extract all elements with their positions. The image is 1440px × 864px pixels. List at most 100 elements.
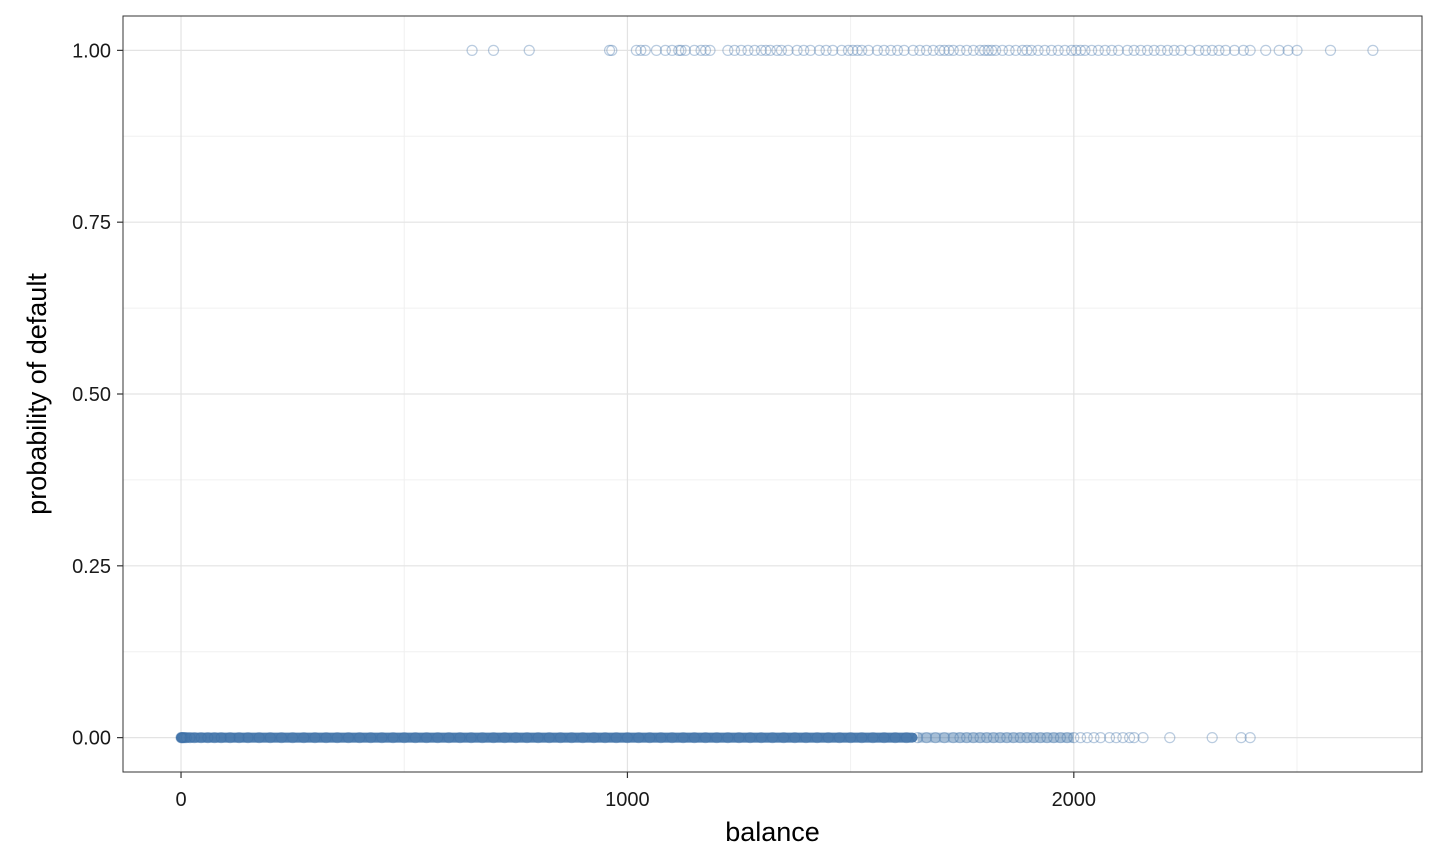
data-point [1081,732,1093,744]
data-point [1039,44,1051,56]
data-point [1052,44,1064,56]
y-tick-label: 0.00 [72,728,111,750]
data-point [842,44,854,56]
data-point [1028,732,1040,744]
data-point [1273,44,1285,56]
data-point [704,44,716,56]
data-point [1161,44,1174,56]
data-point [961,732,973,744]
data-point [1099,44,1111,56]
data-point [749,44,761,56]
data-point [764,44,776,56]
x-tick-label: 1000 [605,789,650,811]
data-point [1045,44,1058,56]
data-point [907,44,919,56]
data-point [1291,44,1303,56]
data-point [1206,732,1218,744]
data-point [775,44,788,56]
data-point [847,44,859,56]
data-point [523,44,535,56]
data-point [722,44,734,56]
y-axis-title: probability of default [22,273,52,515]
data-point [1244,732,1256,744]
data-point [1155,44,1167,56]
data-point [836,44,848,56]
data-point [898,44,910,56]
dense-points-band-fade [917,732,1074,743]
data-point [994,732,1006,744]
data-point [1206,44,1218,56]
data-point [1094,732,1107,744]
data-point [673,44,685,56]
data-point [1137,732,1149,744]
data-point [851,44,863,56]
data-point [1237,44,1250,56]
data-point [1003,44,1015,56]
data-point [1124,732,1136,744]
data-point [914,44,926,56]
data-point [1088,732,1100,744]
data-point [755,44,767,56]
data-point [938,732,950,744]
data-point [1070,44,1082,56]
data-point [630,44,642,56]
data-point [1025,44,1038,56]
data-point [1112,44,1125,56]
data-point [804,44,817,56]
data-point [862,44,875,56]
data-point [1059,44,1071,56]
data-point [1021,732,1033,744]
data-points [175,44,1379,744]
data-point [1164,732,1176,744]
data-point [1168,44,1180,56]
data-point [1193,44,1205,56]
data-point [1034,732,1046,744]
data-point [1184,44,1196,56]
data-point [1007,732,1020,744]
x-axis-title: balance [725,817,820,847]
data-point [1199,44,1212,56]
data-point [1041,732,1053,744]
data-point [1141,44,1154,56]
data-point [1148,44,1160,56]
data-point [1103,732,1116,744]
data-point [954,732,966,744]
data-point [934,44,946,56]
data-point [760,44,772,56]
data-point [947,732,959,744]
data-point [635,44,647,56]
data-point [981,732,993,744]
data-point [699,44,712,56]
data-point [1074,44,1087,56]
data-point [639,44,651,56]
data-point [986,44,998,56]
data-point [1032,44,1044,56]
data-point [679,44,692,56]
data-point [1016,44,1029,56]
data-point [1282,44,1294,56]
data-point [659,44,671,56]
data-point [650,44,663,56]
data-point [878,44,890,56]
x-tick-label: 0 [175,789,186,811]
data-point [954,44,966,56]
data-point [728,44,741,56]
data-point [929,732,942,744]
data-point [603,44,616,56]
data-point [1014,732,1026,744]
data-point [1065,44,1078,56]
data-point [742,44,754,56]
data-point [967,732,979,744]
data-point [1079,44,1091,56]
data-point [1121,44,1133,56]
data-point [1001,732,1013,744]
data-point [606,44,618,56]
data-point [987,732,1000,744]
data-point [871,44,884,56]
data-point [967,44,979,56]
data-point [1219,44,1232,56]
data-point [920,732,933,744]
data-point [735,44,747,56]
data-point [938,44,950,56]
